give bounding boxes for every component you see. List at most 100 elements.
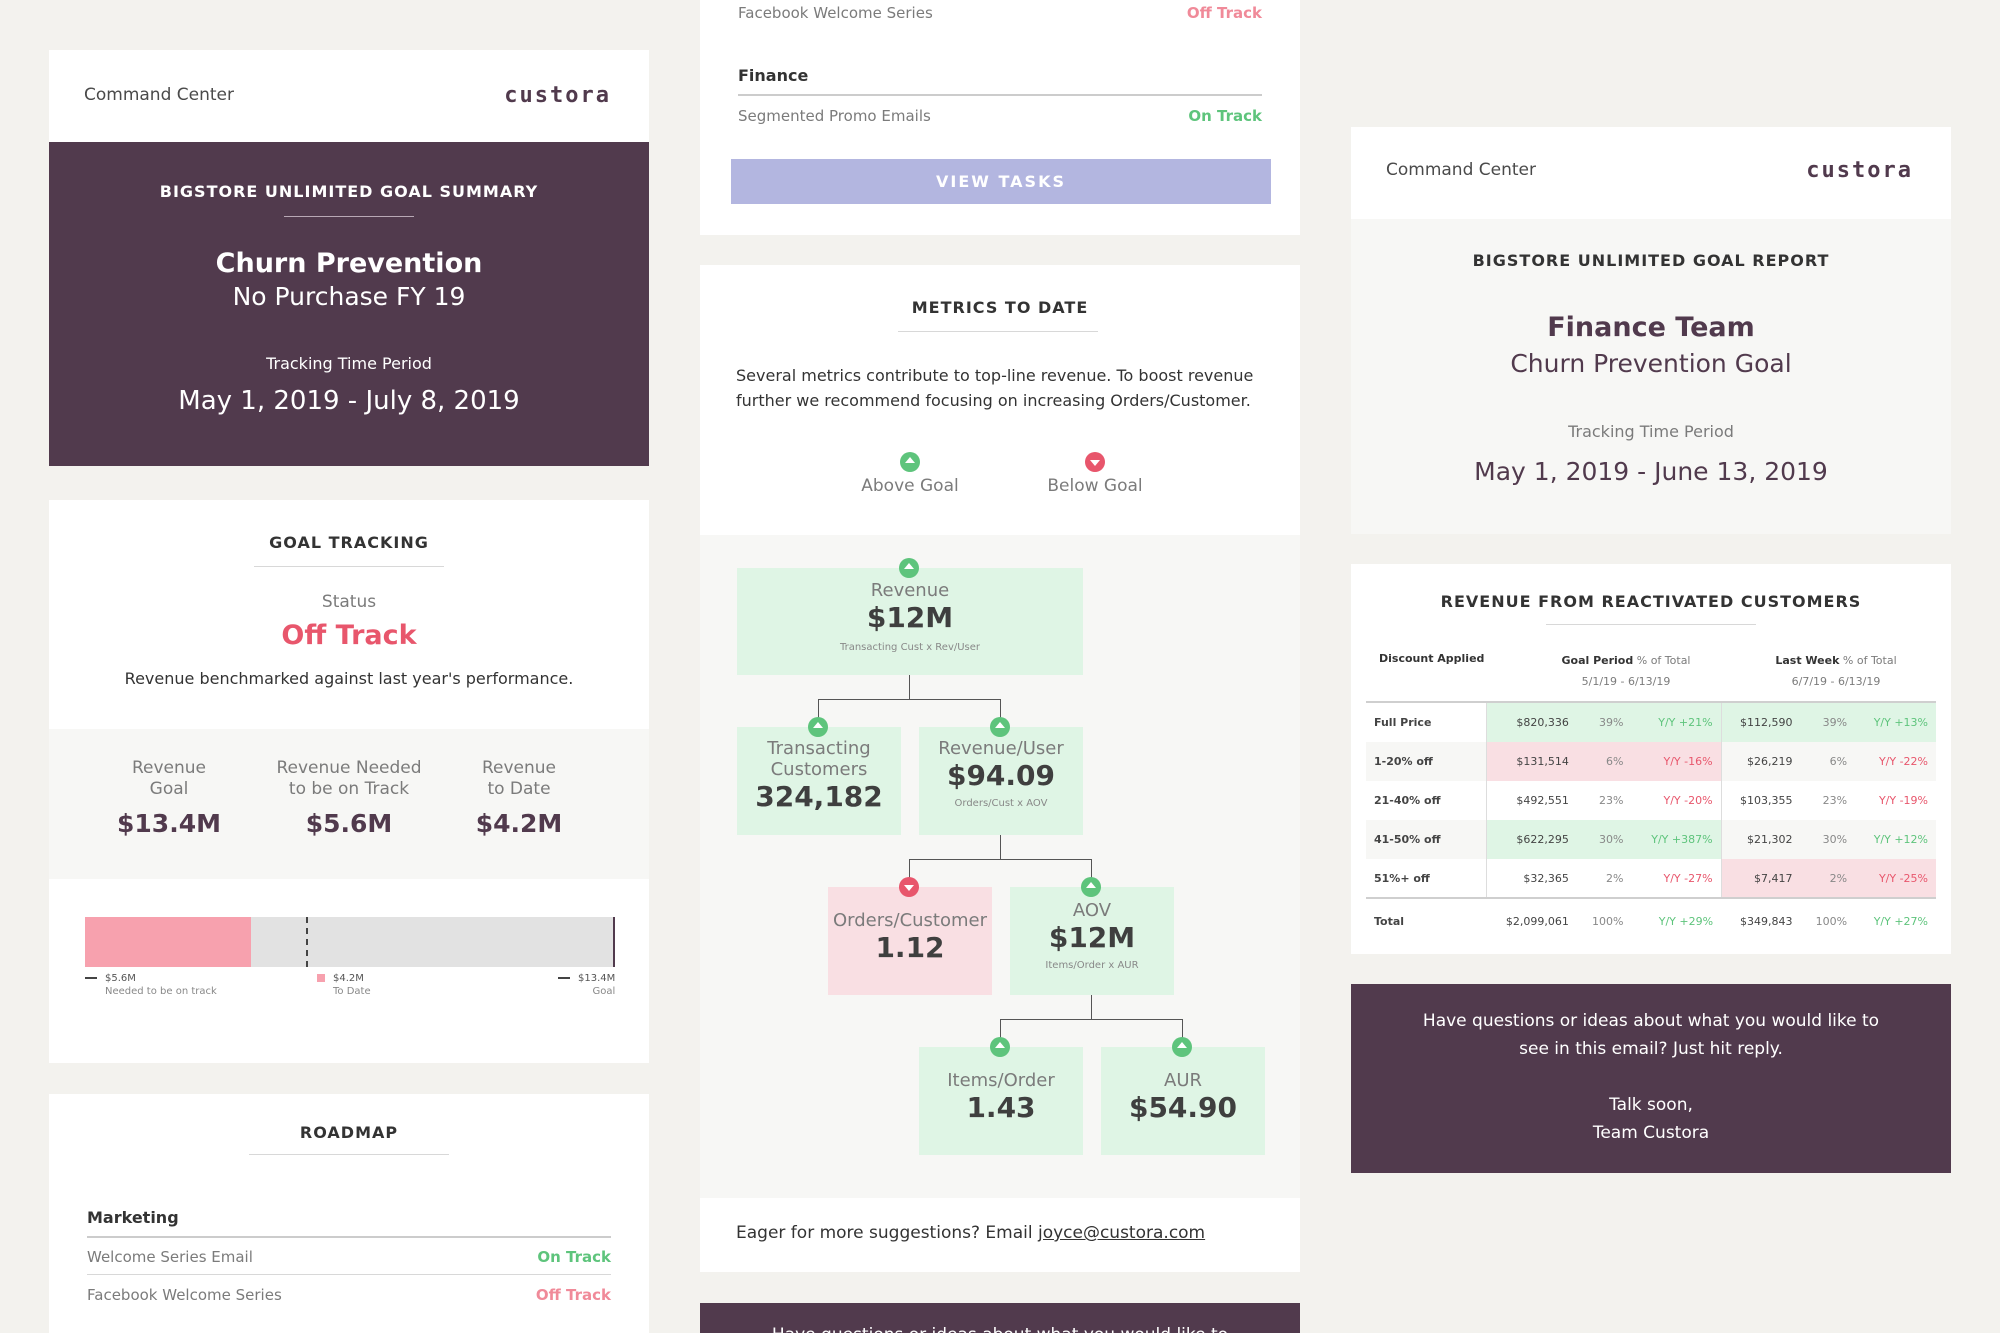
metrics-intro-line1: Several metrics contribute to top-line r… — [736, 366, 1254, 385]
node-aur-label: AUR — [1164, 1070, 1202, 1091]
stat-needed-label: Revenue Needed to be on Track — [264, 758, 434, 800]
above-goal-icon — [900, 452, 920, 472]
stat-needed-value: $5.6M — [305, 809, 393, 838]
roadmap-item-name[interactable]: Welcome Series Email — [87, 1248, 253, 1266]
row-name: 1-20% off — [1366, 742, 1487, 781]
summary-divider — [284, 216, 414, 217]
stats-band: Revenue Goal $13.4M Revenue Needed to be… — [49, 729, 649, 879]
last-week-value: $26,219 — [1721, 742, 1801, 781]
goal-tracking-title: GOAL TRACKING — [269, 533, 429, 552]
task-section-finance: Finance — [738, 66, 809, 85]
node-revenue: Revenue $12M Transacting Cust x Rev/User — [737, 568, 1083, 675]
legend-goal-value: $13.4M — [578, 973, 616, 984]
contact-line-1: Have questions or ideas about what you w… — [1422, 1011, 1880, 1031]
table-total-row: Total $2,099,061 100% Y/Y +29% $349,843 100% Y… — [1366, 897, 1936, 943]
goal-period-percent: 30% — [1576, 820, 1632, 859]
solid-line-icon — [558, 977, 570, 979]
stat-needed-label-line2: to be on Track — [288, 779, 410, 799]
goal-period-yoy: Y/Y -27% — [1631, 859, 1722, 898]
total-goal-period-percent: 100% — [1576, 897, 1632, 943]
table-row: 1-20% off $131,514 6% Y/Y -16% $26,219 6% Y/Y … — [1366, 742, 1936, 781]
node-revenue-formula: Transacting Cust x Rev/User — [839, 642, 981, 653]
node-revenue-per-user-value: $94.09 — [946, 759, 1056, 792]
goal-period-percent: 2% — [1576, 859, 1632, 898]
col2-bottom-contact-banner: Have questions or ideas about what you w… — [700, 1303, 1300, 1333]
legend-needed-label: Needed to be on track — [105, 986, 217, 997]
view-tasks-button[interactable]: VIEW TASKS — [731, 159, 1271, 204]
report-title: Finance Team — [1547, 312, 1755, 343]
tree-connector — [1000, 1019, 1001, 1047]
table-row: 41-50% off $622,295 30% Y/Y +387% $21,302 30%… — [1366, 820, 1936, 859]
col1-header-card: Command Center custora — [49, 50, 649, 142]
stat-todate-label: Revenue to Date — [459, 758, 579, 800]
roadmap-item-status: On Track — [537, 1248, 611, 1266]
roadmap-row-rule — [87, 1274, 611, 1275]
goal-period-yoy: Y/Y +21% — [1631, 703, 1722, 742]
row-name: 21-40% off — [1366, 781, 1487, 820]
metrics-title: METRICS TO DATE — [911, 298, 1089, 317]
node-transacting-customers: Transacting Customers 324,182 — [737, 727, 901, 835]
total-goal-period-yoy: Y/Y +29% — [1631, 897, 1722, 943]
node-revenue-per-user-label: Revenue/User — [938, 738, 1064, 759]
roadmap-item-name[interactable]: Facebook Welcome Series — [87, 1286, 282, 1304]
goal-period-percent: 39% — [1576, 703, 1632, 742]
report-period-label: Tracking Time Period — [1568, 422, 1734, 441]
stat-todate-label-line2: to Date — [487, 779, 551, 799]
tree-connector — [909, 675, 910, 699]
legend-goal-label: Goal — [592, 986, 616, 997]
goal-period-yoy: Y/Y -20% — [1631, 781, 1722, 820]
node-aur: AUR $54.90 — [1101, 1047, 1265, 1155]
contact-line-4: Team Custora — [1592, 1123, 1710, 1143]
above-goal-icon — [899, 558, 919, 578]
metrics-divider — [898, 331, 1098, 332]
roadmap-section-rule — [87, 1236, 611, 1238]
node-aov-value: $12M — [1048, 921, 1136, 954]
total-last-week-percent: 100% — [1800, 897, 1856, 943]
node-revenue-per-user-formula: Orders/Cust x AOV — [954, 798, 1048, 809]
table-row: 21-40% off $492,551 23% Y/Y -20% $103,355 23%… — [1366, 781, 1936, 820]
status-label: Status — [321, 592, 377, 612]
legend-needed-value: $5.6M — [105, 973, 136, 984]
email-link[interactable]: joyce@custora.com — [1037, 1223, 1206, 1243]
goal-progress-bar — [85, 917, 615, 967]
goal-period-value: $820,336 — [1486, 703, 1577, 742]
roadmap-divider — [249, 1154, 449, 1155]
status-description: Revenue benchmarked against last year's … — [124, 669, 574, 688]
task-item-name[interactable]: Segmented Promo Emails — [738, 107, 931, 125]
contact-line-2: see in this email? Just hit reply. — [1519, 1039, 1783, 1059]
above-goal-icon — [1081, 877, 1101, 897]
custora-logo[interactable]: custora — [504, 83, 611, 108]
command-center-title: Command Center — [1386, 160, 1536, 180]
stat-needed-label-line1: Revenue Needed — [276, 758, 422, 778]
stat-goal-value: $13.4M — [117, 809, 221, 838]
goal-summary-banner: BIGSTORE UNLIMITED GOAL SUMMARY Churn Pr… — [49, 142, 649, 466]
node-revenue-value: $12M — [866, 601, 954, 634]
stat-todate-value: $4.2M — [475, 809, 563, 838]
goal-report-banner: BIGSTORE UNLIMITED GOAL REPORT Finance T… — [1351, 219, 1951, 534]
table-row: Full Price $820,336 39% Y/Y +21% $112,590 39%… — [1366, 703, 1936, 742]
last-week-value: $112,590 — [1721, 703, 1801, 742]
legend-todate-label: To Date — [333, 986, 371, 997]
stat-goal-label: Revenue Goal — [109, 758, 229, 800]
period-label: Tracking Time Period — [266, 354, 432, 373]
last-week-value: $103,355 — [1721, 781, 1801, 820]
tree-connector — [1091, 859, 1092, 887]
contact-line-3: Talk soon, — [1609, 1095, 1693, 1115]
total-last-week-yoy: Y/Y +27% — [1855, 897, 1936, 943]
metrics-footer-text: Eager for more suggestions? Email — [736, 1223, 1038, 1243]
custora-logo[interactable]: custora — [1806, 158, 1913, 183]
stat-goal-label-line2: Goal — [149, 779, 189, 799]
task-item-name[interactable]: Facebook Welcome Series — [738, 4, 933, 22]
node-orders-per-customer-value: 1.12 — [875, 931, 945, 964]
col-header-goal-period: Goal Period % of Total 5/1/19 - 6/13/19 — [1516, 654, 1736, 688]
node-aov: AOV $12M Items/Order x AUR — [1010, 887, 1174, 995]
below-goal-icon — [1085, 452, 1105, 472]
metrics-tree-area: Revenue $12M Transacting Cust x Rev/User… — [700, 535, 1300, 1198]
node-revenue-per-user: Revenue/User $94.09 Orders/Cust x AOV — [919, 727, 1083, 835]
stat-goal-label-line1: Revenue — [131, 758, 207, 778]
total-last-week-value: $349,843 — [1721, 897, 1801, 943]
goal-period-value: $492,551 — [1486, 781, 1577, 820]
last-week-yoy: Y/Y -25% — [1855, 859, 1936, 898]
node-orders-per-customer: Orders/Customer 1.12 — [828, 887, 992, 995]
node-aur-value: $54.90 — [1128, 1091, 1238, 1124]
